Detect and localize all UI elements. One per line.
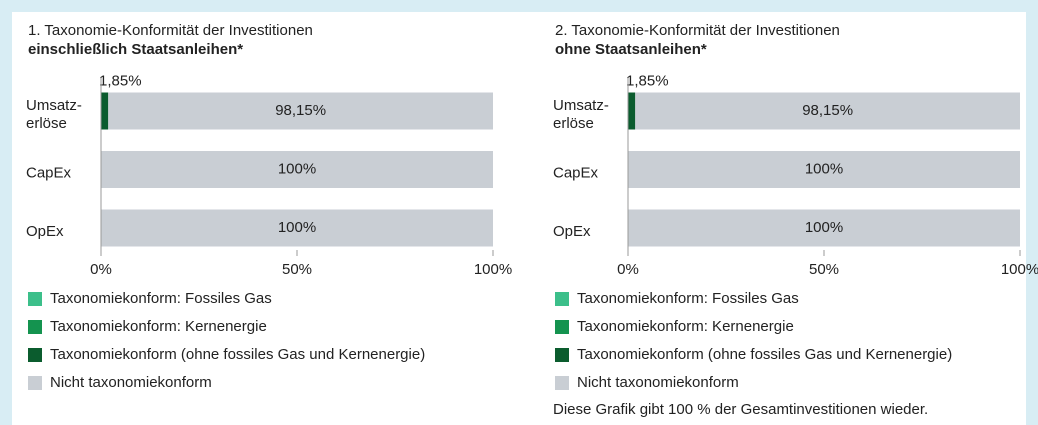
legend-swatch xyxy=(555,376,569,390)
legend-swatch xyxy=(555,348,569,362)
category-label: Umsatz-erlöse xyxy=(26,97,82,132)
legend-swatch xyxy=(28,292,42,306)
bar-segment xyxy=(628,151,1020,188)
value-label: 98,15% xyxy=(275,102,326,119)
category-label: OpEx xyxy=(553,223,591,240)
footnote: Diese Grafik gibt 100 % der Gesamtinvest… xyxy=(553,401,928,418)
value-label: 98,15% xyxy=(802,102,853,119)
x-tick-label: 100% xyxy=(1001,261,1038,278)
legend-swatch xyxy=(555,292,569,306)
chart-title: 2. Taxonomie-Konformität der Investition… xyxy=(555,22,840,39)
x-tick-label: 0% xyxy=(617,261,639,278)
x-tick-label: 50% xyxy=(809,261,839,278)
legend-label: Nicht taxonomiekonform xyxy=(577,374,739,391)
category-label: CapEx xyxy=(553,164,599,181)
value-label: 100% xyxy=(805,160,843,177)
bar-segment xyxy=(101,92,109,130)
bar-segment xyxy=(628,92,636,130)
legend-swatch xyxy=(28,348,42,362)
x-tick-label: 100% xyxy=(474,261,512,278)
legend-label: Taxonomiekonform: Fossiles Gas xyxy=(50,290,272,307)
legend-label: Taxonomiekonform (ohne fossiles Gas und … xyxy=(577,346,952,363)
chart-title: 1. Taxonomie-Konformität der Investition… xyxy=(28,22,313,39)
bar-segment xyxy=(101,209,493,247)
value-label: 100% xyxy=(805,219,843,236)
x-tick-label: 0% xyxy=(90,261,112,278)
category-label: OpEx xyxy=(26,223,64,240)
x-tick-label: 50% xyxy=(282,261,312,278)
legend-label: Taxonomiekonform: Kernenergie xyxy=(577,318,794,335)
legend-label: Taxonomiekonform: Kernenergie xyxy=(50,318,267,335)
value-label: 1,85% xyxy=(626,72,669,89)
bar-segment xyxy=(101,151,493,188)
value-label: 100% xyxy=(278,160,316,177)
value-label: 100% xyxy=(278,219,316,236)
chart-subtitle: einschließlich Staatsanleihen* xyxy=(28,41,243,58)
chart-subtitle: ohne Staatsanleihen* xyxy=(555,41,707,58)
legend-swatch xyxy=(555,320,569,334)
bar-segment xyxy=(635,92,1020,130)
legend-swatch xyxy=(28,320,42,334)
legend-label: Taxonomiekonform: Fossiles Gas xyxy=(577,290,799,307)
bar-segment xyxy=(108,92,493,130)
category-label: CapEx xyxy=(26,164,72,181)
legend-label: Taxonomiekonform (ohne fossiles Gas und … xyxy=(50,346,425,363)
legend-label: Nicht taxonomiekonform xyxy=(50,374,212,391)
legend-swatch xyxy=(28,376,42,390)
bar-segment xyxy=(628,209,1020,247)
value-label: 1,85% xyxy=(99,72,142,89)
category-label: Umsatz-erlöse xyxy=(553,97,609,132)
